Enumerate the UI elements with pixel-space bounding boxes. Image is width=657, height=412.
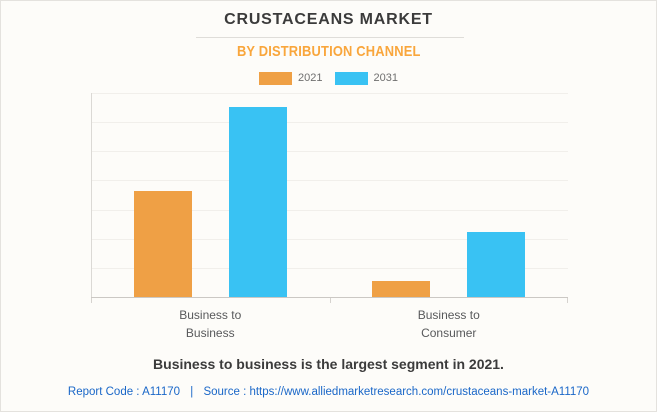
gridline [91,93,568,94]
chart-title: CRUSTACEANS MARKET [224,11,433,28]
source-label: Source : [203,386,247,398]
x-axis-tick [567,298,568,303]
annotation-text: Business to business is the largest segm… [153,356,504,372]
report-code-label: Report Code : [67,386,140,398]
legend-swatch-2021 [259,71,293,85]
footer-separator: | [190,386,194,398]
gridline [91,267,568,269]
category-label-business-to-consumer: Business to Consumer [330,306,569,342]
gridline [91,180,568,182]
chart-subtitle: BY DISTRIBUTION CHANNEL [1,43,656,60]
legend-item-2031[interactable]: 2031 [334,71,398,85]
category-label-text: Business to Business [179,308,242,340]
report-code-value: A11170 [142,386,181,398]
bar-2031-business-to-consumer[interactable] [467,231,526,297]
gridline [91,209,568,211]
legend-swatch-2031 [334,71,368,85]
gridline [91,151,568,153]
source-url-link[interactable]: https://www.alliedmarketresearch.com/cru… [249,386,590,398]
x-axis-line [91,297,568,298]
chart-subtitle-text: BY DISTRIBUTION CHANNEL [236,43,421,60]
category-label-text: Business to Consumer [417,308,480,340]
plot-area: Business to Business Business to Consumer [91,93,568,340]
legend-label: 2021 [298,72,323,84]
x-axis-tick [329,298,331,303]
legend-label: 2031 [373,72,398,84]
bar-2031-business-to-business[interactable] [228,107,287,297]
category-label-business-to-business: Business to Business [91,306,330,342]
gridline [91,122,568,124]
title-divider [196,37,464,38]
legend-item-2021[interactable]: 2021 [259,71,323,85]
gridline [91,238,568,240]
legend: 2021 2031 [1,71,656,85]
footer: Report Code : A11170 | Source : https://… [1,386,656,398]
bar-2021-business-to-business[interactable] [133,190,192,297]
bar-2021-business-to-consumer[interactable] [372,280,431,297]
x-axis-tick [91,298,92,303]
y-axis-line [91,93,92,297]
